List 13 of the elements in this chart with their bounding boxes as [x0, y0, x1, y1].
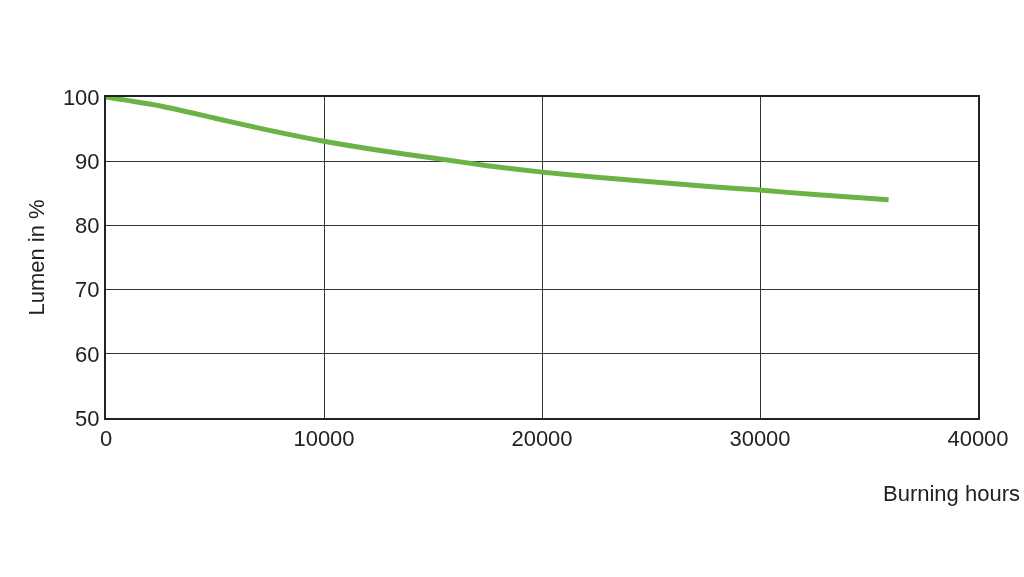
y-tick-label: 70	[75, 277, 100, 303]
x-tick-label: 20000	[511, 426, 573, 452]
y-tick-label: 50	[75, 405, 100, 431]
y-tick-label: 90	[75, 148, 100, 174]
y-tick-label: 80	[75, 213, 100, 239]
x-tick-label: 30000	[729, 426, 791, 452]
y-tick-label: 60	[75, 341, 100, 367]
y-tick-label: 100	[62, 84, 100, 110]
x-tick-label: 0	[99, 426, 113, 452]
y-axis-title: Lumen in %	[24, 199, 50, 316]
x-axis-title: Burning hours	[883, 481, 1020, 506]
x-tick-label: 10000	[293, 426, 355, 452]
x-tick-label: 40000	[947, 426, 1009, 452]
